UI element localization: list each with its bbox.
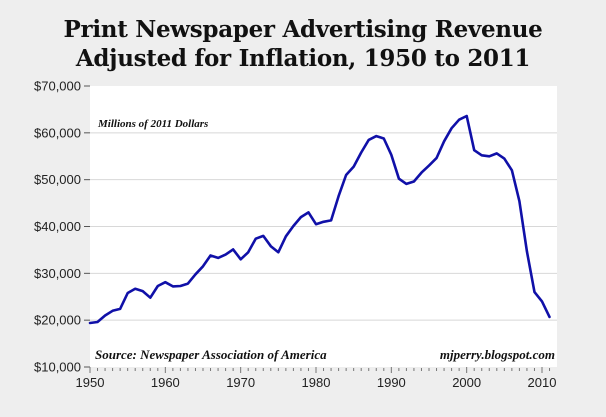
x-tick-label: 1990 xyxy=(377,375,406,390)
gridlines xyxy=(90,132,557,321)
y-tick-label: $70,000 xyxy=(34,79,81,94)
y-tick-label: $60,000 xyxy=(34,125,81,140)
credit-note: mjperry.blogspot.com xyxy=(440,347,555,362)
x-tick-label: 1950 xyxy=(76,375,105,390)
series-group xyxy=(88,114,551,325)
series-line xyxy=(88,114,551,325)
y-tick-label: $20,000 xyxy=(34,313,81,328)
x-tick-label: 1970 xyxy=(226,375,255,390)
chart-title: Print Newspaper Advertising Revenue Adju… xyxy=(0,15,606,73)
y-tick-label: $10,000 xyxy=(34,360,81,375)
y-tick-label: $30,000 xyxy=(34,266,81,281)
y-axis: $10,000 $20,000 $30,000 $40,000 $50,000 $60,0… xyxy=(34,79,90,375)
x-tick-label: 1980 xyxy=(302,375,331,390)
units-note: Millions of 2011 Dollars xyxy=(97,118,208,130)
x-tick-label: 2010 xyxy=(528,375,557,390)
x-axis: 1950 1960 1970 1980 1990 2000 2010 xyxy=(76,367,557,390)
y-tick-label: $50,000 xyxy=(34,172,81,187)
source-note: Source: Newspaper Association of America xyxy=(95,347,327,362)
x-tick-label: 1960 xyxy=(151,375,180,390)
y-tick-label: $40,000 xyxy=(34,219,81,234)
chart-title-line-2: Adjusted for Inflation, 1950 to 2011 xyxy=(75,45,531,72)
x-tick-label: 2000 xyxy=(452,375,481,390)
chart-title-line-1: Print Newspaper Advertising Revenue xyxy=(63,16,543,43)
